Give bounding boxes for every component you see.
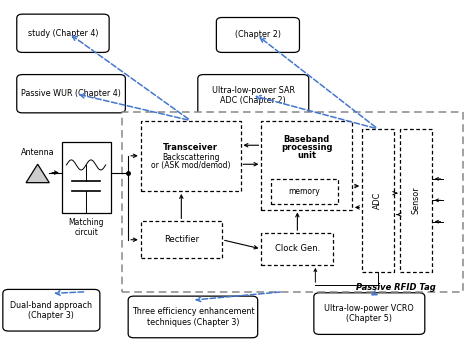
FancyBboxPatch shape	[261, 121, 352, 210]
FancyBboxPatch shape	[261, 233, 333, 265]
FancyBboxPatch shape	[3, 290, 100, 331]
Text: ADC: ADC	[374, 192, 383, 209]
Text: Sensor: Sensor	[411, 187, 420, 214]
Text: Antenna: Antenna	[21, 148, 55, 158]
FancyBboxPatch shape	[362, 129, 394, 272]
Text: (Chapter 2): (Chapter 2)	[235, 31, 281, 39]
Text: memory: memory	[289, 187, 320, 196]
Text: Ultra-low-power VCRO
(Chapter 5): Ultra-low-power VCRO (Chapter 5)	[324, 304, 414, 323]
FancyBboxPatch shape	[62, 142, 110, 213]
FancyBboxPatch shape	[128, 296, 258, 338]
Text: processing: processing	[281, 143, 332, 152]
FancyBboxPatch shape	[17, 14, 109, 53]
Text: Ultra-low-power SAR
ADC (Chapter 2): Ultra-low-power SAR ADC (Chapter 2)	[212, 86, 295, 105]
Text: Passive RFID Tag: Passive RFID Tag	[356, 283, 436, 292]
Text: study (Chapter 4): study (Chapter 4)	[27, 29, 98, 38]
FancyBboxPatch shape	[271, 179, 338, 204]
Text: Dual-band approach
(Chapter 3): Dual-band approach (Chapter 3)	[10, 301, 92, 320]
Text: Transceiver: Transceiver	[163, 143, 218, 152]
Text: Backscattering: Backscattering	[162, 153, 219, 162]
Text: Matching
circuit: Matching circuit	[69, 218, 104, 237]
Text: Three efficiency enhancement
techniques (Chapter 3): Three efficiency enhancement techniques …	[132, 307, 254, 327]
Text: unit: unit	[297, 151, 316, 160]
Text: Baseband: Baseband	[283, 135, 330, 143]
FancyBboxPatch shape	[122, 112, 463, 292]
FancyBboxPatch shape	[314, 293, 425, 334]
Text: Clock Gen.: Clock Gen.	[275, 244, 320, 254]
FancyBboxPatch shape	[216, 18, 300, 53]
FancyBboxPatch shape	[198, 75, 309, 116]
Text: Rectifier: Rectifier	[164, 235, 199, 244]
Polygon shape	[26, 164, 49, 183]
Text: or (ASK mod/demod): or (ASK mod/demod)	[151, 161, 230, 171]
FancyBboxPatch shape	[141, 221, 222, 258]
FancyBboxPatch shape	[17, 75, 126, 113]
Text: Passive WUR (Chapter 4): Passive WUR (Chapter 4)	[21, 89, 121, 98]
FancyBboxPatch shape	[400, 129, 432, 272]
FancyBboxPatch shape	[141, 121, 240, 191]
